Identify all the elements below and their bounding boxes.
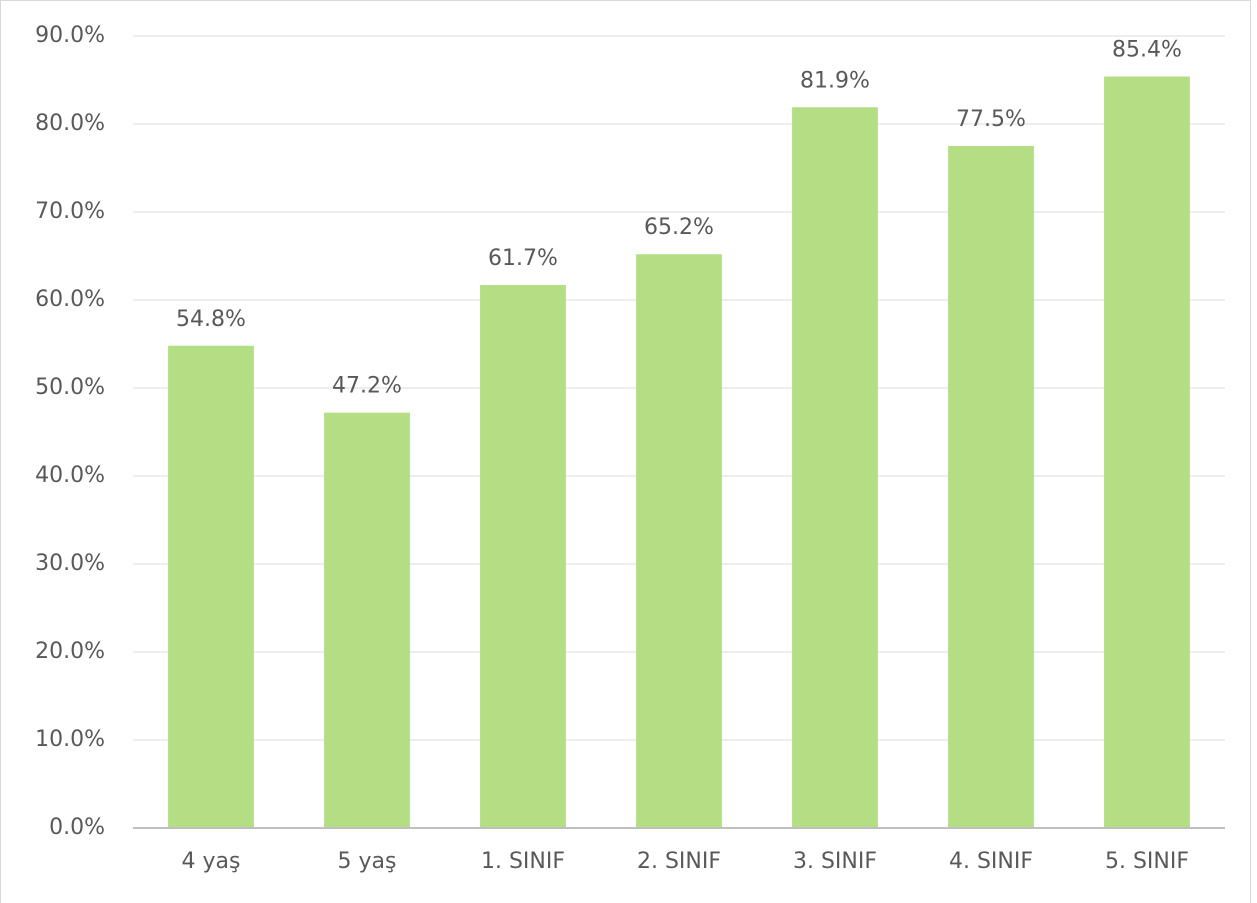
x-tick-label: 5. SINIF xyxy=(1105,849,1189,874)
bar xyxy=(1104,76,1190,829)
data-label: 61.7% xyxy=(488,246,558,271)
y-tick-label: 70.0% xyxy=(35,199,105,224)
x-tick-label: 5 yaş xyxy=(338,849,397,874)
y-tick-label: 20.0% xyxy=(35,639,105,664)
bar xyxy=(636,254,722,829)
y-tick-label: 50.0% xyxy=(35,375,105,400)
y-tick-label: 10.0% xyxy=(35,727,105,752)
data-label: 85.4% xyxy=(1112,37,1182,62)
y-tick-label: 60.0% xyxy=(35,287,105,312)
x-tick-label: 2. SINIF xyxy=(637,849,721,874)
y-tick-label: 90.0% xyxy=(35,23,105,48)
x-tick-label: 1. SINIF xyxy=(481,849,565,874)
x-tick-label: 4. SINIF xyxy=(949,849,1033,874)
bar xyxy=(792,107,878,828)
bar xyxy=(168,345,254,828)
y-tick-label: 30.0% xyxy=(35,551,105,576)
x-tick-label: 3. SINIF xyxy=(793,849,877,874)
data-label: 65.2% xyxy=(644,215,714,240)
y-tick-label: 0.0% xyxy=(49,815,105,840)
data-label: 81.9% xyxy=(800,68,870,93)
x-tick-label: 4 yaş xyxy=(182,849,241,874)
bar xyxy=(948,146,1034,828)
data-label: 47.2% xyxy=(332,374,402,399)
bar xyxy=(324,412,410,828)
y-tick-label: 80.0% xyxy=(35,111,105,136)
data-label: 54.8% xyxy=(176,307,246,332)
y-tick-label: 40.0% xyxy=(35,463,105,488)
bar xyxy=(480,285,566,828)
data-label: 77.5% xyxy=(956,107,1026,132)
